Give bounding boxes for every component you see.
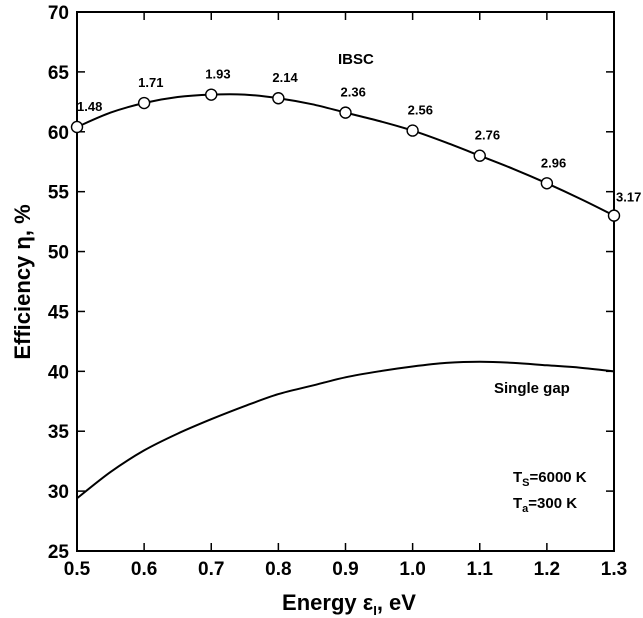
y-tick-label: 50 — [48, 243, 69, 264]
y-tick-label: 55 — [48, 183, 70, 204]
ibsc-point — [406, 124, 419, 137]
y-tick-label: 40 — [48, 362, 69, 383]
ibsc-point — [607, 209, 621, 222]
x-tick-label: 1.2 — [534, 559, 560, 580]
curves — [76, 93, 615, 500]
ibsc-point-label: 1.48 — [77, 99, 102, 114]
annotation-ta-main: T — [513, 495, 522, 512]
ibsc-point-label: 2.56 — [408, 103, 433, 118]
y-tick-label: 30 — [48, 482, 69, 503]
ibsc-point-label: 2.14 — [272, 70, 298, 85]
x-tick-label: 0.7 — [198, 559, 224, 580]
y-tick-label: 65 — [48, 63, 70, 84]
annotation-ts: TS=6000 K — [513, 469, 587, 489]
ibsc-point — [70, 120, 84, 134]
x-axis-ticks: 0.5 0.6 0.7 0.8 0.9 1.0 1.1 1.2 1.3 — [64, 12, 627, 580]
ibsc-point-label: 3.17 — [616, 190, 641, 205]
ibsc-point — [339, 106, 352, 119]
data-points: 1.48 1.71 1.93 2.14 2.36 2.56 2.76 2.96 3.17 — [70, 67, 641, 222]
ibsc-point-label: 2.96 — [541, 155, 566, 170]
series-line-1 — [76, 360, 615, 500]
x-axis-label: Energy εI, eV — [282, 590, 416, 618]
annotation-ta-sub: a — [522, 503, 529, 515]
x-tick-label: 0.8 — [265, 559, 291, 580]
annotation-ta-rest: =300 K — [528, 495, 577, 512]
x-tick-label: 0.9 — [332, 559, 358, 580]
y-tick-label: 70 — [48, 3, 69, 24]
x-tick-label: 1.3 — [601, 559, 627, 580]
ibsc-point-label: 1.93 — [205, 67, 230, 82]
ibsc-point — [137, 96, 151, 110]
x-tick-label: 0.6 — [131, 559, 157, 580]
ibsc-point-label: 2.76 — [475, 128, 500, 143]
x-axis-label-main: Energy ε — [282, 590, 374, 615]
x-tick-label: 1.0 — [399, 559, 425, 580]
y-tick-label: 60 — [48, 123, 69, 144]
ibsc-point — [272, 92, 285, 105]
series-label-ibsc: IBSC — [338, 51, 374, 68]
x-tick-label: 0.5 — [64, 559, 91, 580]
annotation-ts-sub: S — [522, 477, 529, 489]
x-tick-label: 1.1 — [467, 559, 494, 580]
ibsc-point-label: 2.36 — [341, 85, 366, 100]
y-tick-label: 45 — [48, 302, 70, 323]
y-tick-label: 35 — [48, 422, 70, 443]
ibsc-point — [473, 149, 486, 162]
x-axis-label-unit: , eV — [377, 590, 416, 615]
ibsc-point — [205, 88, 218, 101]
annotation-ts-main: T — [513, 469, 522, 486]
ibsc-point — [540, 177, 554, 190]
y-axis-ticks: 25 30 35 40 45 50 55 60 65 70 — [48, 3, 614, 563]
series-label-single-gap: Single gap — [494, 380, 570, 397]
y-axis-label: Efficiency η, % — [10, 204, 35, 359]
annotation-ts-rest: =6000 K — [530, 469, 587, 486]
x-axis-label-sub: I — [373, 603, 377, 618]
annotation-ta: Ta=300 K — [513, 495, 577, 515]
y-tick-label: 25 — [48, 542, 70, 563]
ibsc-point-label: 1.71 — [138, 75, 163, 90]
